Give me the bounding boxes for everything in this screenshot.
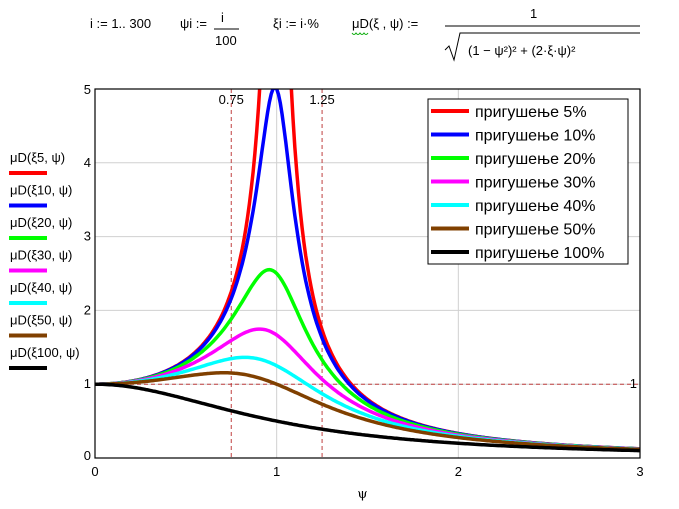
x-axis-label: ψ [357, 487, 367, 502]
y-tick-label: 4 [84, 155, 91, 170]
legend-entry: пригушење 40% [475, 198, 595, 215]
range-definition[interactable]: i := 1.. 300 [90, 16, 151, 31]
marker-label: 1 [630, 376, 637, 391]
legend-entry: пригушење 5% [475, 104, 587, 121]
trace-label: μD(ξ20, ψ) [10, 215, 72, 230]
legend-entry: пригушење 20% [475, 151, 595, 168]
x-tick-label: 2 [455, 464, 462, 479]
legend-entry: пригушење 50% [475, 222, 595, 239]
series-line-100 [95, 382, 640, 453]
y-tick-label: 1 [84, 376, 91, 391]
trace-label: μD(ξ30, ψ) [10, 248, 72, 263]
x-tick-label: 3 [636, 464, 643, 479]
psi-numerator: i [221, 10, 224, 25]
function-lhs[interactable]: μD(ξ , ψ) := [352, 16, 418, 31]
legend-entry: пригушење 10% [475, 128, 595, 145]
formula-bar: i := 1.. 300 ψi := i 100 ξi := i·% μD(ξ … [90, 6, 640, 62]
psi-definition-lhs[interactable]: ψi := [180, 16, 207, 31]
trace-label: μD(ξ50, ψ) [10, 313, 72, 328]
series-line-20 [95, 267, 640, 451]
series-line-30 [95, 327, 640, 451]
trace-label: μD(ξ40, ψ) [10, 280, 72, 295]
x-tick-label: 1 [273, 464, 280, 479]
plot-frame [94, 88, 641, 459]
y-tick-label: 0 [84, 448, 91, 463]
series-group [95, 89, 640, 453]
trace-label: μD(ξ5, ψ) [10, 150, 65, 165]
trace-label: μD(ξ100, ψ) [10, 345, 80, 360]
y-tick-label: 2 [84, 302, 91, 317]
psi-denominator: 100 [215, 33, 237, 48]
y-tick-label: 3 [84, 229, 91, 244]
marker-label: 0.75 [219, 92, 244, 107]
function-numerator: 1 [530, 6, 537, 21]
y-tick-label: 5 [84, 82, 91, 97]
function-denominator: (1 − ψ²)² + (2·ξ·ψ)² [468, 43, 576, 58]
xi-definition[interactable]: ξi := i·% [273, 16, 319, 31]
trace-label: μD(ξ10, ψ) [10, 183, 72, 198]
sqrt-sign [444, 32, 640, 62]
spellcheck-underline [351, 32, 369, 35]
legend-entry: пригушење 100% [475, 245, 604, 262]
series-line-50 [95, 371, 640, 452]
marker-label: 1.25 [309, 92, 334, 107]
x-tick-label: 0 [91, 464, 98, 479]
trace-labels: μD(ξ5, ψ) μD(ξ10, ψ) μD(ξ20, ψ) μD(ξ30, ψ) μ… [9, 150, 80, 370]
legend-entry: пригушење 30% [475, 175, 595, 192]
legend: пригушење 5% пригушење 10% пригушење 20% пр… [427, 98, 629, 265]
